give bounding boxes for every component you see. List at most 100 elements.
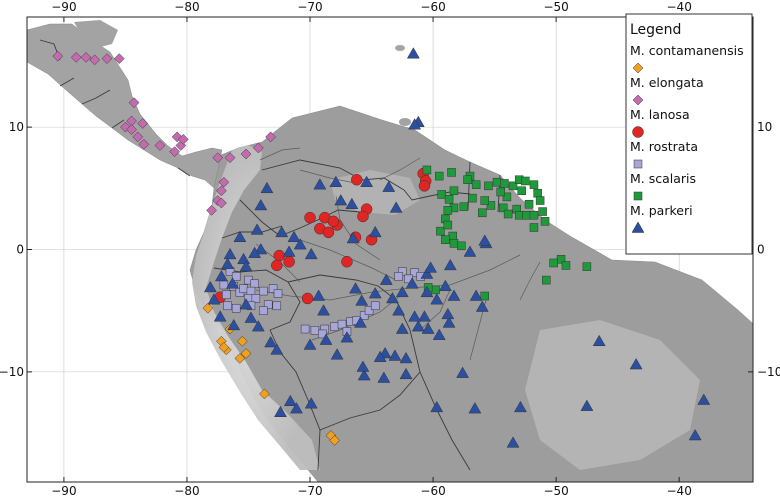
occurrence-marker-m-parkeri xyxy=(248,246,262,258)
occurrence-marker-m-elongata xyxy=(240,148,252,160)
occurrence-marker-m-parkeri xyxy=(356,360,370,372)
occurrence-marker-m-parkeri xyxy=(389,201,403,213)
occurrence-marker-m-scalaris xyxy=(538,207,547,216)
occurrence-marker-m-parkeri xyxy=(382,180,396,192)
occurrence-marker-m-parkeri xyxy=(420,285,434,298)
legend-symbol-m-lanosa xyxy=(632,126,644,138)
occurrence-marker-m-parkeri xyxy=(420,267,434,279)
occurrence-marker-m-parkeri xyxy=(226,277,239,289)
occurrence-marker-m-parkeri xyxy=(475,300,489,312)
occurrence-marker-m-parkeri xyxy=(468,402,482,414)
occurrence-marker-m-parkeri xyxy=(275,225,289,238)
occurrence-marker-m-elongata xyxy=(113,53,125,64)
occurrence-marker-m-parkeri xyxy=(227,318,241,331)
trinidad-island xyxy=(399,118,411,126)
occurrence-marker-m-rostrata xyxy=(359,311,369,320)
occurrence-marker-m-parkeri xyxy=(379,273,393,285)
occurrence-marker-m-scalaris xyxy=(449,239,459,248)
occurrence-marker-m-parkeri xyxy=(345,197,359,209)
occurrence-marker-m-parkeri xyxy=(274,405,287,417)
occurrence-marker-m-contamanensis xyxy=(218,342,230,353)
occurrence-marker-m-rostrata xyxy=(394,272,403,281)
occurrence-marker-m-rostrata xyxy=(318,329,327,339)
occurrence-marker-m-elongata xyxy=(128,97,140,109)
occurrence-marker-m-parkeri xyxy=(368,225,382,238)
occurrence-marker-m-contamanensis xyxy=(236,335,248,347)
occurrence-marker-m-lanosa xyxy=(271,259,283,272)
occurrence-marker-m-scalaris xyxy=(522,210,531,220)
legend-symbol-m-rostrata xyxy=(633,159,643,169)
y-tick-label-left: 0 xyxy=(16,243,24,257)
x-tick-label-top: −40 xyxy=(667,0,692,14)
occurrence-marker-m-contamanensis xyxy=(329,435,340,446)
occurrence-marker-m-rostrata xyxy=(223,301,232,311)
x-tick-label-top: −60 xyxy=(420,0,445,14)
occurrence-marker-m-parkeri xyxy=(392,304,406,316)
occurrence-marker-m-parkeri xyxy=(290,402,303,414)
x-tick-label-bottom: −40 xyxy=(667,484,692,497)
occurrence-marker-m-parkeri xyxy=(312,289,326,301)
occurrence-marker-m-scalaris xyxy=(480,291,489,301)
occurrence-marker-m-parkeri xyxy=(213,310,227,322)
occurrence-marker-m-parkeri xyxy=(239,260,253,272)
occurrence-marker-m-elongata xyxy=(137,118,149,129)
occurrence-marker-m-parkeri xyxy=(386,291,399,304)
occurrence-marker-m-elongata xyxy=(80,52,92,63)
occurrence-markers xyxy=(52,47,711,448)
occurrence-marker-m-parkeri xyxy=(357,369,371,381)
y-tick-label-right: 10 xyxy=(757,120,772,134)
occurrence-marker-m-rostrata xyxy=(251,294,261,303)
occurrence-marker-m-scalaris xyxy=(529,180,539,189)
occurrence-marker-m-lanosa xyxy=(327,215,340,228)
occurrence-marker-m-parkeri xyxy=(250,223,264,235)
occurrence-marker-m-parkeri xyxy=(264,335,278,348)
occurrence-marker-m-parkeri xyxy=(260,181,274,194)
occurrence-marker-m-parkeri xyxy=(697,393,711,405)
occurrence-marker-m-scalaris xyxy=(521,176,530,186)
occurrence-marker-m-elongata xyxy=(126,124,137,135)
occurrence-marker-m-parkeri xyxy=(287,230,301,243)
occurrence-marker-m-parkeri xyxy=(251,320,265,332)
occurrence-marker-m-rostrata xyxy=(370,301,380,311)
occurrence-marker-m-scalaris xyxy=(500,179,509,188)
occurrence-marker-m-lanosa xyxy=(357,210,369,223)
occurrence-marker-m-scalaris xyxy=(502,192,512,202)
legend-label-m-contamanensis: M. contamanensis xyxy=(630,43,744,58)
legend-box xyxy=(625,13,753,255)
occurrence-marker-m-parkeri xyxy=(447,289,461,301)
yucatan-landmass xyxy=(74,20,118,48)
occurrence-marker-m-rostrata xyxy=(272,301,282,311)
occurrence-marker-m-parkeri xyxy=(463,245,477,257)
occurrence-marker-m-parkeri xyxy=(360,175,374,187)
occurrence-marker-m-rostrata xyxy=(310,326,320,335)
occurrence-marker-m-parkeri xyxy=(399,367,413,380)
occurrence-marker-m-scalaris xyxy=(529,210,539,220)
occurrence-marker-m-parkeri xyxy=(408,118,422,130)
occurrence-marker-m-rostrata xyxy=(250,279,259,289)
occurrence-marker-m-scalaris xyxy=(529,223,539,232)
y-tick-label-left: −10 xyxy=(0,365,24,379)
occurrence-marker-m-scalaris xyxy=(524,199,534,209)
occurrence-marker-m-parkeri xyxy=(282,245,296,257)
occurrence-marker-m-parkeri xyxy=(592,334,606,347)
occurrence-marker-m-elongata xyxy=(218,176,230,188)
occurrence-marker-m-parkeri xyxy=(270,343,284,355)
occurrence-marker-m-elongata xyxy=(206,204,217,216)
occurrence-marker-m-parkeri xyxy=(377,371,391,383)
occurrence-marker-m-parkeri xyxy=(254,242,268,255)
occurrence-marker-m-elongata xyxy=(138,138,150,150)
occurrence-marker-m-parkeri xyxy=(283,394,297,406)
occurrence-marker-m-parkeri xyxy=(244,311,258,323)
legend-symbol-m-parkeri xyxy=(631,221,645,233)
occurrence-marker-m-parkeri xyxy=(629,358,643,370)
occurrence-marker-m-rostrata xyxy=(222,290,231,300)
legend-symbol-m-scalaris xyxy=(633,191,643,201)
occurrence-marker-m-parkeri xyxy=(411,320,425,332)
occurrence-marker-m-parkeri xyxy=(469,289,483,301)
occurrence-marker-m-rostrata xyxy=(300,324,310,334)
legend-label-m-parkeri: M. parkeri xyxy=(630,203,693,218)
occurrence-marker-m-parkeri xyxy=(405,277,419,289)
occurrence-marker-m-parkeri xyxy=(233,230,247,243)
occurrence-marker-m-elongata xyxy=(70,52,82,63)
